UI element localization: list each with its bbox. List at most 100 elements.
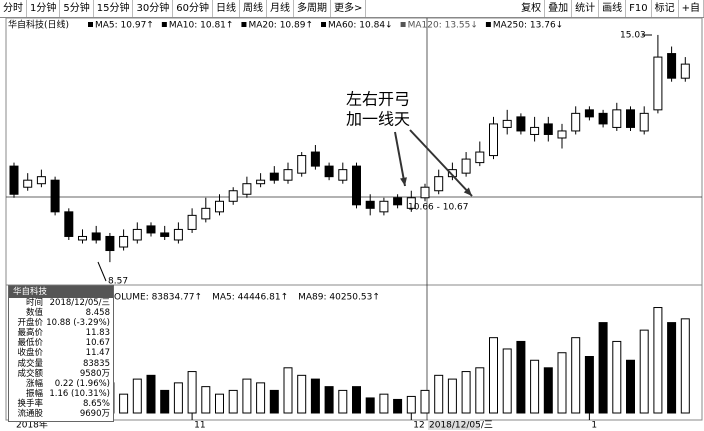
legend-swatch <box>161 22 167 27</box>
candle-body <box>78 235 87 241</box>
toolbar-button[interactable]: 15分钟 <box>94 0 134 17</box>
legend-swatch <box>321 22 327 27</box>
legend-item: MA120: 13.55↓ <box>408 21 478 31</box>
panel-key: 最高价 <box>17 328 43 339</box>
volume-bar <box>530 359 540 414</box>
panel-value: 10.67 <box>85 338 110 349</box>
legend-swatch <box>400 22 406 27</box>
candle-body <box>310 151 320 167</box>
panel-key: 最低价 <box>17 338 43 349</box>
volume-bar <box>242 378 252 414</box>
arrow-head <box>400 177 407 186</box>
volume-bar <box>639 329 649 414</box>
panel-row: 时间 2018/12/05/三 <box>9 298 113 308</box>
candle-body <box>105 235 115 252</box>
candle-body <box>379 200 389 213</box>
volume-bar <box>571 337 581 414</box>
toolbar-button[interactable]: 周线 <box>240 0 267 17</box>
legend-item: MA60: 10.84↓ <box>328 21 393 31</box>
candle-body <box>420 186 430 199</box>
panel-row: 涨幅 0.22 (1.96%) <box>9 379 113 389</box>
panel-key: 成交量 <box>17 358 43 369</box>
candle-body <box>475 151 485 164</box>
candle-body <box>626 109 635 128</box>
volume-bar <box>447 378 457 414</box>
candle-body <box>653 56 663 111</box>
toolbar-right: 复权 叠加 统计 画线 F10 标记 +自 <box>518 0 704 17</box>
volume-bar <box>132 378 142 414</box>
panel-value: 11.83 <box>85 328 110 339</box>
candle-body <box>91 232 101 241</box>
candle-body <box>338 169 348 181</box>
toolbar-button[interactable]: 30分钟 <box>133 0 174 17</box>
toolbar-button[interactable]: 标记 <box>652 0 679 17</box>
toolbar-button[interactable]: 月线 <box>267 0 294 17</box>
legend-title: 华自科技(日线) <box>8 19 69 31</box>
candle-body <box>215 200 224 213</box>
candle-body <box>502 119 512 128</box>
legend-item: MA5: 10.97↑ <box>95 21 154 31</box>
candle-body <box>434 176 444 192</box>
toolbar-button[interactable]: 5分钟 <box>60 0 94 17</box>
candle-body <box>173 228 183 241</box>
toolbar-button[interactable]: +自 <box>679 0 704 17</box>
candle-body <box>516 116 526 132</box>
volume-bar <box>269 389 279 414</box>
legend-swatch <box>485 22 491 27</box>
candle-body <box>680 63 690 79</box>
candle-body <box>201 207 211 220</box>
volume-bar <box>297 374 307 414</box>
panel-row: 振幅 1.16 (10.31%) <box>9 389 113 399</box>
toolbar-button[interactable]: 1分钟 <box>27 0 61 17</box>
toolbar-button[interactable]: 统计 <box>572 0 600 17</box>
panel-value: 0.22 (1.96%) <box>54 378 110 389</box>
panel-key: 涨幅 <box>25 378 43 389</box>
annotation-arrow <box>409 129 473 197</box>
volume-bar <box>502 348 512 414</box>
panel-value: 2018/12/05/三 <box>49 298 110 308</box>
panel-value: 11.47 <box>85 348 110 359</box>
volume-legend: MA89: 40250.53↑ <box>298 293 380 303</box>
cross-date: 2018/12/05/三 <box>429 421 493 431</box>
toolbar-button[interactable]: 分时 <box>0 0 27 17</box>
low-pointer <box>97 261 107 282</box>
volume-bar <box>324 386 334 414</box>
toolbar-button[interactable]: 叠加 <box>545 0 573 17</box>
volume-frame <box>5 284 703 421</box>
toolbar-button[interactable]: 画线 <box>599 0 627 17</box>
toolbar-button[interactable]: 复权 <box>518 0 546 17</box>
candle-body <box>489 123 498 157</box>
candle-body <box>160 232 170 237</box>
volume-bar <box>461 371 471 414</box>
panel-key: 振幅 <box>25 388 43 399</box>
candle-body <box>283 169 293 181</box>
volume-bar <box>187 371 197 414</box>
toolbar-button[interactable]: 更多> <box>331 0 367 17</box>
annotation: 左右开弓 <box>346 90 410 109</box>
volume-bar <box>393 398 403 414</box>
cross-label: 10.66 - 10.67 <box>408 203 469 213</box>
volume-bar <box>626 359 635 414</box>
toolbar-button[interactable]: F10 <box>626 0 652 17</box>
panel-key: 成交额 <box>17 368 43 379</box>
legend-item: MA20: 10.89↑ <box>248 21 313 31</box>
toolbar-button[interactable]: 多周期 <box>294 0 331 17</box>
panel-row: 成交额 9580万 <box>9 369 113 379</box>
candle-body <box>612 109 622 128</box>
toolbar-left: 分时 1分钟 5分钟 15分钟 30分钟 60分钟 日线 周线 月线 多周期 更多> <box>0 0 367 17</box>
candle-body <box>667 53 677 79</box>
volume-bar <box>352 386 361 414</box>
volume-bar <box>516 340 526 414</box>
candle-body <box>406 197 416 209</box>
candle-body <box>119 235 129 248</box>
legend-item: MA10: 10.81↑ <box>169 21 234 31</box>
panel-value: 1.16 (10.31%) <box>49 388 110 399</box>
toolbar-button[interactable]: 60分钟 <box>173 0 213 17</box>
volume-bar <box>283 367 293 414</box>
volume-bar <box>557 352 567 414</box>
volume-bar <box>420 389 430 414</box>
candle-body <box>557 130 567 139</box>
toolbar-button[interactable]: 日线 <box>213 0 240 17</box>
candle-body <box>447 169 457 178</box>
candle-body <box>393 197 403 206</box>
